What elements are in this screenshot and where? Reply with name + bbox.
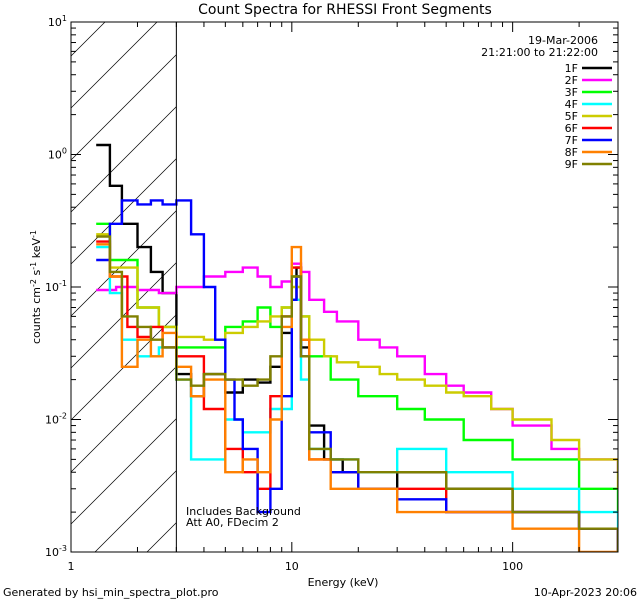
note-attenuator: Att A0, FDecim 2 xyxy=(186,516,279,529)
hatched-region xyxy=(71,22,177,552)
y-tick-label: 10-2 xyxy=(45,412,67,427)
series-8F xyxy=(96,243,618,552)
x-tick-label: 1 xyxy=(68,560,75,573)
series-7F xyxy=(96,199,618,552)
footer-timestamp: 10-Apr-2023 20:06 xyxy=(534,586,637,599)
legend-label: 5F xyxy=(565,110,578,123)
x-tick-label: 10 xyxy=(285,560,299,573)
legend-label: 3F xyxy=(565,86,578,99)
legend-label: 1F xyxy=(565,62,578,75)
note-background: Includes Background xyxy=(186,505,301,518)
legend-label: 8F xyxy=(565,146,578,159)
annotation-time-range: 21:21:00 to 21:22:00 xyxy=(481,46,598,59)
footer-generated-by: Generated by hsi_min_spectra_plot.pro xyxy=(3,586,219,599)
legend-label: 6F xyxy=(565,122,578,135)
series-9F xyxy=(96,235,618,552)
legend-label: 2F xyxy=(565,74,578,87)
y-tick-label: 101 xyxy=(48,14,67,29)
annotation-date: 19-Mar-2006 xyxy=(528,34,598,47)
y-tick-label: 10-3 xyxy=(45,544,67,559)
legend-label: 4F xyxy=(565,98,578,111)
series-5F xyxy=(96,233,618,489)
chart-title: Count Spectra for RHESSI Front Segments xyxy=(198,2,492,18)
legend-label: 9F xyxy=(565,158,578,171)
y-tick-label: 10-1 xyxy=(45,279,67,294)
y-tick-label: 100 xyxy=(48,147,67,162)
x-tick-label: 100 xyxy=(502,560,523,573)
x-axis-label: Energy (keV) xyxy=(308,576,379,589)
y-axis-label: counts cm-2 s-1 keV-1 xyxy=(29,230,43,344)
legend-label: 7F xyxy=(565,134,578,147)
